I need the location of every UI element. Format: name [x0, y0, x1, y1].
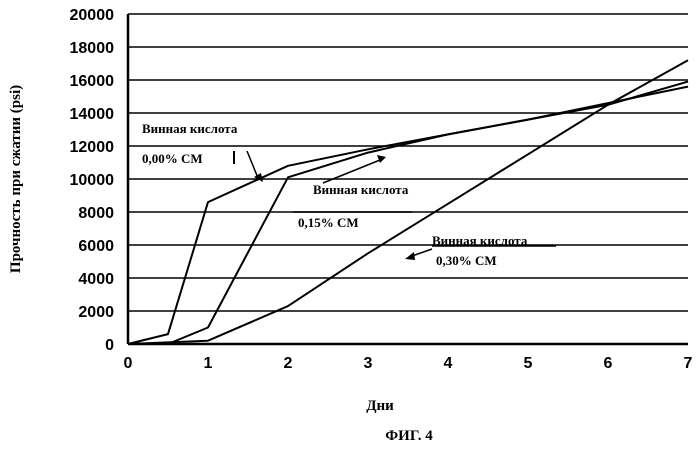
- annotation-1: Винная кислота 0,15% СМ: [293, 155, 412, 230]
- annotation-1-arrowhead: [377, 155, 386, 163]
- annotation-2: Винная кислота 0,30% СМ: [405, 233, 556, 268]
- y-tick-label: 6000: [78, 238, 114, 255]
- annotation-1-line2: 0,15% СМ: [298, 215, 359, 230]
- figure-caption: ФИГ. 4: [385, 428, 433, 444]
- annotation-1-line1: Винная кислота: [313, 182, 409, 197]
- y-tick-label: 2000: [78, 304, 114, 321]
- annotation-0-line2: 0,00% СМ: [142, 151, 203, 166]
- x-tick-label: 5: [524, 355, 533, 372]
- x-tick-label: 1: [204, 355, 213, 372]
- y-tick-label: 20000: [70, 7, 115, 24]
- grid-lines: [128, 14, 688, 311]
- annotation-2-arrowhead: [405, 252, 415, 260]
- annotation-0-line1: Винная кислота: [142, 121, 238, 136]
- annotation-2-line2: 0,30% СМ: [436, 253, 497, 268]
- x-tick-label: 2: [284, 355, 293, 372]
- x-tick-label: 0: [124, 355, 133, 372]
- y-tick-label: 10000: [70, 172, 115, 189]
- series-line-2: [128, 60, 688, 344]
- y-axis-title: Прочность при сжатии (psi): [8, 85, 24, 273]
- y-tick-label: 18000: [70, 40, 115, 57]
- y-tick-label: 4000: [78, 271, 114, 288]
- annotation-0-pointer: [247, 151, 258, 178]
- x-tick-label: 7: [684, 355, 693, 372]
- x-tick-label: 6: [604, 355, 613, 372]
- y-tick-label: 0: [105, 337, 114, 354]
- x-tick-label: 4: [444, 355, 453, 372]
- annotation-0: Винная кислота 0,00% СМ: [142, 121, 263, 182]
- y-tick-label: 16000: [70, 73, 115, 90]
- x-tick-label: 3: [364, 355, 373, 372]
- y-tick-label: 14000: [70, 106, 115, 123]
- y-tick-label: 8000: [78, 205, 114, 222]
- y-tick-label: 12000: [70, 139, 115, 156]
- annotation-2-pointer: [412, 249, 432, 256]
- series-lines: [128, 60, 688, 344]
- x-axis-title: Дни: [366, 398, 394, 414]
